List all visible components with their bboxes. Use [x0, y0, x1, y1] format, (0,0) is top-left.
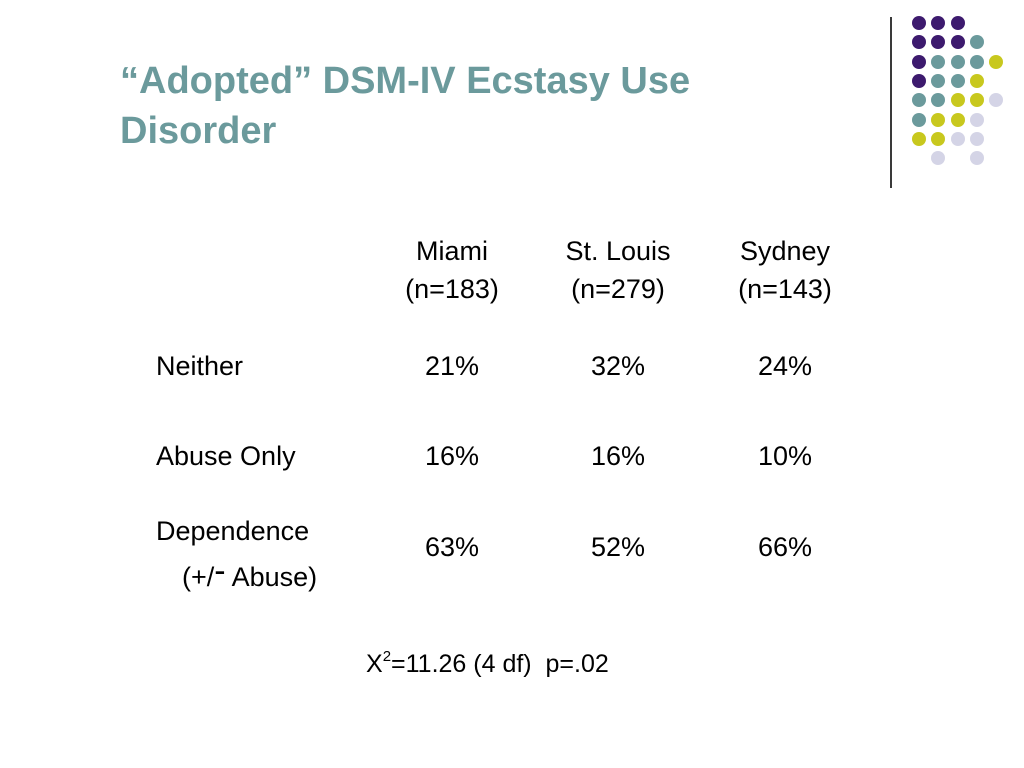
table-cell: 16% — [424, 441, 480, 471]
row-label-dependence-sub: (+/- Abuse) — [182, 552, 318, 596]
stat-text: =11.26 (4 df) p=.02 — [391, 650, 609, 678]
table-cell: 16% — [590, 441, 646, 471]
label-sub-open: (+/ — [182, 562, 215, 592]
slide-title-line-2: Disorder — [120, 110, 277, 152]
decorative-dot — [931, 93, 946, 108]
decorative-divider — [890, 17, 892, 188]
column-header-miami: Miami (n=183) — [372, 232, 532, 308]
row-label-dependence: Dependence — [156, 516, 310, 546]
table-cell: 66% — [757, 532, 813, 562]
decorative-dot — [931, 54, 946, 69]
decorative-dot — [969, 73, 984, 88]
decorative-dot — [950, 93, 965, 108]
decorative-dot — [950, 112, 965, 127]
stat-symbol: X — [366, 650, 383, 678]
table-cell: 24% — [757, 351, 813, 381]
column-name: Miami — [416, 236, 488, 266]
decorative-dot — [969, 35, 984, 50]
row-label-neither: Neither — [156, 351, 244, 381]
decorative-dot — [950, 16, 965, 30]
decorative-dot — [931, 73, 946, 88]
label-sub-dash: - — [214, 552, 226, 590]
decorative-dot — [912, 131, 926, 146]
decorative-dot — [969, 93, 984, 108]
decorative-dot — [931, 112, 946, 127]
decorative-dot — [969, 54, 984, 69]
decorative-dot — [950, 131, 965, 146]
decorative-dot — [931, 16, 946, 30]
decorative-dot — [931, 35, 946, 50]
table-cell: 10% — [757, 441, 813, 471]
decorative-dot — [912, 16, 926, 30]
column-name: St. Louis — [565, 236, 671, 266]
column-n: (n=279) — [571, 274, 665, 304]
column-header-st-louis: St. Louis (n=279) — [538, 232, 698, 308]
decorative-dot — [912, 35, 926, 50]
column-header-sydney: Sydney (n=143) — [705, 232, 865, 308]
decorative-dot — [950, 73, 965, 88]
table-cell: 32% — [590, 351, 646, 381]
decorative-dot — [912, 54, 926, 69]
label-sub-close: Abuse) — [225, 562, 318, 592]
slide-title-line-1: “Adopted” DSM-IV Ecstasy Use — [120, 60, 691, 102]
column-n: (n=183) — [405, 274, 499, 304]
decorative-dot — [950, 54, 965, 69]
decorative-dot — [969, 131, 984, 146]
decorative-dot — [912, 112, 926, 127]
decorative-dot — [989, 93, 1004, 108]
table-cell: 21% — [424, 351, 480, 381]
column-name: Sydney — [739, 236, 831, 266]
stat-superscript: 2 — [382, 648, 392, 665]
table-cell: 52% — [590, 532, 646, 562]
decorative-dot — [950, 35, 965, 50]
row-label-abuse-only: Abuse Only — [156, 441, 296, 471]
table-cell: 63% — [424, 532, 480, 562]
decorative-dot — [969, 151, 984, 166]
decorative-dot — [931, 131, 946, 146]
decorative-dot — [931, 151, 946, 166]
decorative-dot — [912, 93, 926, 108]
column-n: (n=143) — [738, 274, 832, 304]
decorative-dot — [912, 73, 926, 88]
decorative-dot — [969, 112, 984, 127]
decorative-dot — [989, 54, 1004, 69]
slide-title: “Adopted” DSM-IV Ecstasy Use Disorder — [120, 56, 820, 156]
chi-square-statistic: X2=11.26 (4 df) p=.02 — [366, 646, 609, 682]
